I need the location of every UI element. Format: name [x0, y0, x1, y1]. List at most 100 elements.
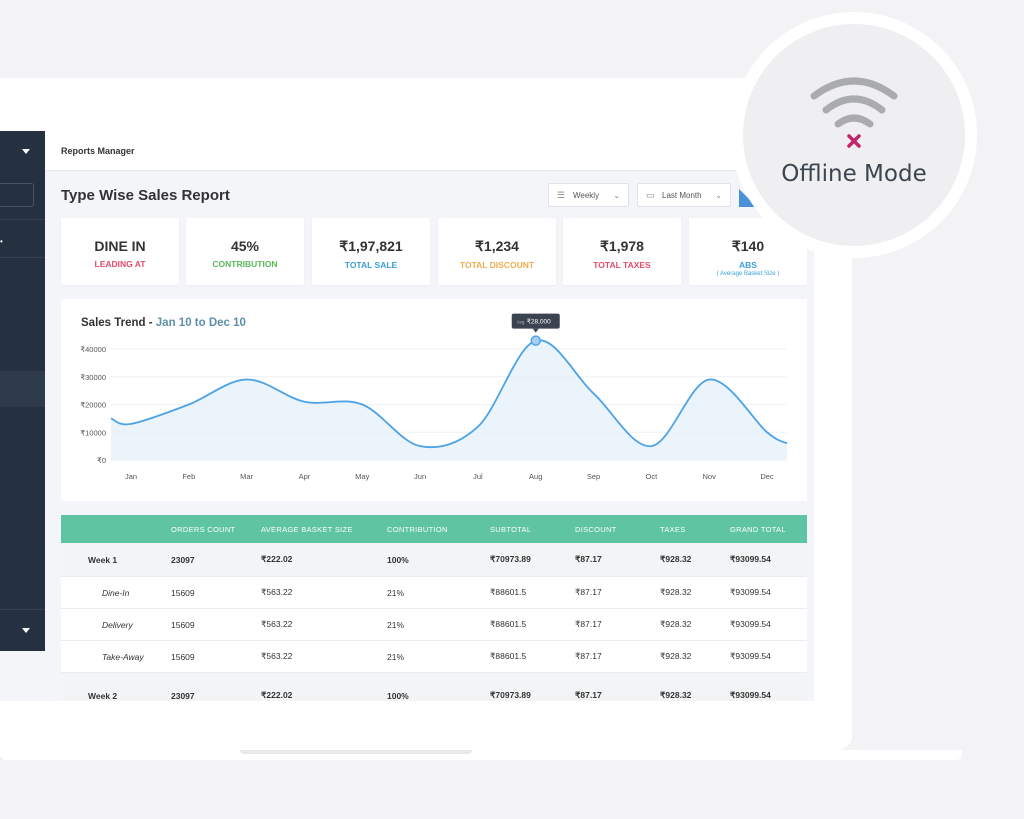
offline-mode-label: Offline Mode — [781, 161, 927, 187]
table-cell: ₹87.17 — [575, 651, 602, 661]
topbar: Reports Manager — [45, 131, 814, 171]
summary-card-label: CONTRIBUTION — [212, 259, 278, 269]
summary-card-value: 45% — [230, 238, 260, 254]
summary-card-value: ₹1,234 — [475, 238, 519, 254]
week-row[interactable]: Week 2 23097 ₹222.02 100% ₹70973.89 ₹87.17 ₹92… — [61, 679, 807, 701]
table-cell: ₹563.22 — [261, 619, 293, 629]
sidebar-divider — [0, 219, 45, 220]
chart-date-range: Jan 10 to Dec 10 — [155, 317, 246, 329]
chart-plot: ₹0 ₹10000 ₹20000 ₹30000 ₹40000 Jan Feb Mar Apr Ma… — [80, 313, 788, 481]
sales-trend-chart: Sales Trend - Jan 10 to Dec 10 ₹0 ₹10000 ₹… — [61, 299, 807, 501]
column-header[interactable]: DISCOUNT — [575, 524, 617, 534]
column-header[interactable]: ORDERS COUNT — [171, 524, 236, 534]
summary-card-subtitle: ( Average Basket Size ) — [716, 271, 780, 277]
column-header[interactable]: GRAND TOTAL — [730, 524, 786, 534]
wifi-off-icon — [810, 77, 898, 148]
table-cell: 21% — [387, 587, 405, 598]
sidebar-divider — [0, 257, 45, 258]
summary-card-label: TOTAL DISCOUNT — [459, 260, 535, 270]
table-cell: ₹70973.89 — [490, 554, 531, 564]
table-cell: Take-Away — [102, 651, 144, 662]
y-tick-label: ₹10000 — [80, 428, 106, 437]
x-tick-label: Jan — [125, 472, 137, 481]
tooltip-value: ₹28,000 — [527, 318, 551, 326]
x-tick-label: Apr — [299, 472, 311, 481]
summary-card-label: ABS — [739, 260, 757, 270]
table-cell: ₹70973.89 — [490, 690, 531, 700]
offline-badge-inner: Offline Mode — [743, 24, 965, 246]
x-tick-label: Mar — [240, 472, 253, 481]
sidebar-item-marker: • — [0, 237, 3, 246]
app-screen: • Reports Manager Type Wise Sales Report… — [0, 131, 814, 701]
date-range-label: Last Month — [662, 190, 702, 200]
table-cell: ₹87.17 — [575, 690, 602, 700]
period-filter-dropdown[interactable]: ☰ Weekly ⌄ — [548, 183, 629, 207]
chevron-down-icon: ⌄ — [715, 190, 722, 200]
summary-card: 45% CONTRIBUTION — [186, 218, 304, 285]
sidebar-divider — [0, 609, 45, 610]
tooltip-prefix: Avg — [517, 320, 525, 325]
table-cell: ₹93099.54 — [730, 587, 771, 597]
laptop-notch — [240, 750, 472, 754]
summary-card-value: ₹1,978 — [600, 238, 644, 254]
peak-marker — [530, 335, 541, 346]
summary-card-value: DINE IN — [94, 238, 146, 254]
y-tick-label: ₹40000 — [80, 345, 106, 354]
column-header[interactable]: TAXES — [660, 524, 686, 534]
x-tick-label: Nov — [703, 472, 717, 481]
table-cell: ₹563.22 — [261, 651, 293, 661]
tooltip-pointer — [532, 328, 539, 333]
period-filter-label: Weekly — [573, 190, 600, 200]
summary-card: ₹1,978 TOTAL TAXES — [563, 218, 681, 285]
table-cell: 100% — [387, 690, 409, 701]
sidebar-toggle-caret-icon[interactable] — [22, 149, 30, 154]
table-cell: ₹93099.54 — [730, 651, 771, 661]
chart-title-text: Sales Trend - — [81, 317, 156, 329]
table-cell: 23097 — [171, 554, 195, 565]
date-range-dropdown[interactable]: ▭ Last Month ⌄ — [637, 183, 731, 207]
table-cell: ₹928.32 — [660, 554, 692, 564]
sidebar-footer-caret-icon[interactable] — [22, 628, 30, 633]
x-tick-label: Jun — [414, 472, 426, 481]
chart-series-line — [110, 339, 788, 449]
summary-card-label: TOTAL SALE — [344, 260, 398, 270]
table-cell: ₹88601.5 — [490, 587, 527, 597]
table-cell: 23097 — [171, 690, 195, 701]
summary-card-label: LEADING AT — [94, 259, 146, 269]
table-cell: ₹222.02 — [261, 690, 293, 700]
x-tick-label: Dec — [760, 472, 774, 481]
x-tick-label: Aug — [529, 472, 542, 481]
table-cell: ₹88601.5 — [490, 651, 527, 661]
table-cell: 100% — [387, 554, 409, 565]
y-tick-label: ₹30000 — [80, 373, 106, 382]
x-tick-label: Jul — [473, 472, 483, 481]
table-cell: ₹928.32 — [660, 690, 692, 700]
table-cell: ₹93099.54 — [730, 554, 771, 564]
chevron-down-icon: ⌄ — [613, 190, 620, 200]
y-tick-label: ₹0 — [97, 456, 106, 465]
table-row[interactable]: Take-Away 15609 ₹563.22 21% ₹88601.5 ₹87.17 ₹9… — [61, 641, 807, 673]
table-cell: Dine-In — [102, 587, 130, 598]
sidebar: • — [0, 131, 45, 651]
table-cell: 21% — [387, 619, 405, 630]
table-cell: Delivery — [102, 619, 133, 630]
summary-card-value: ₹140 — [731, 238, 765, 254]
summary-card-label: TOTAL TAXES — [593, 260, 651, 270]
x-tick-label: May — [355, 472, 369, 481]
table-cell: ₹928.32 — [660, 619, 692, 629]
summary-card: DINE IN LEADING AT — [61, 218, 179, 285]
table-cell: ₹87.17 — [575, 554, 602, 564]
week-row[interactable]: Week 1 23097 ₹222.02 100% ₹70973.89 ₹87.17 ₹92… — [61, 543, 807, 577]
table-cell: 21% — [387, 651, 405, 662]
table-cell: ₹928.32 — [660, 587, 692, 597]
column-header[interactable]: AVERAGE BASKET SIZE — [261, 524, 353, 534]
sidebar-item-active[interactable] — [0, 371, 45, 407]
table-cell: ₹87.17 — [575, 619, 602, 629]
table-row[interactable]: Delivery 15609 ₹563.22 21% ₹88601.5 ₹87.17 ₹92… — [61, 609, 807, 641]
table-cell: ₹93099.54 — [730, 619, 771, 629]
column-header[interactable]: CONTRIBUTION — [387, 524, 448, 534]
sidebar-search-input[interactable] — [0, 183, 34, 207]
table-row[interactable]: Dine-In 15609 ₹563.22 21% ₹88601.5 ₹87.17 ₹928… — [61, 577, 807, 609]
column-header[interactable]: SUBTOTAL — [490, 524, 532, 534]
table-cell: Week 2 — [88, 690, 118, 701]
